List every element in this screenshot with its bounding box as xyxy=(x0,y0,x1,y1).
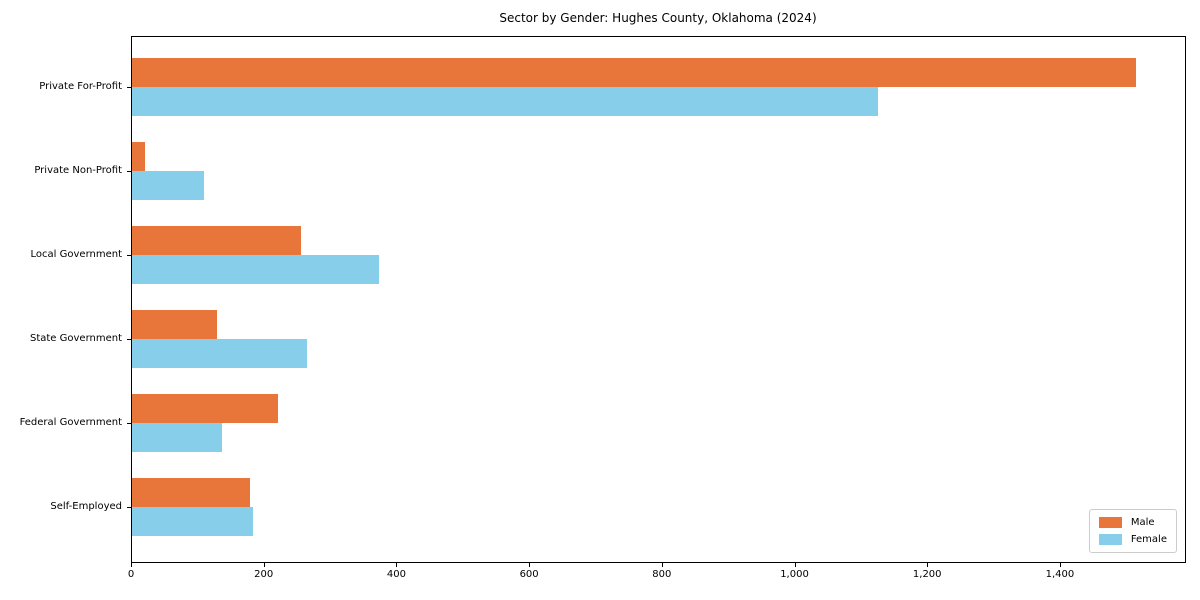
bar-male-private-non-profit xyxy=(132,142,145,171)
xtick-mark-200 xyxy=(263,563,265,567)
ytick-mark-federal-government xyxy=(127,423,131,424)
ytick-mark-local-government xyxy=(127,255,131,256)
bar-male-local-government xyxy=(132,226,302,255)
bar-female-state-government xyxy=(132,339,308,368)
bar-female-private-for-profit xyxy=(132,87,878,116)
xtick-mark-1200 xyxy=(927,563,929,567)
bar-female-self-employed xyxy=(132,507,254,536)
bar-female-federal-government xyxy=(132,423,222,452)
legend-label-female: Female xyxy=(1130,534,1167,545)
xtick-mark-600 xyxy=(529,563,531,567)
legend-label-male: Male xyxy=(1130,517,1155,528)
xtick-label-200: 200 xyxy=(254,569,274,580)
ytick-mark-private-for-profit xyxy=(127,87,131,88)
ytick-label-local-government: Local Government xyxy=(30,249,122,260)
xtick-label-400: 400 xyxy=(386,569,406,580)
legend-swatch-male xyxy=(1098,517,1122,528)
bar-female-local-government xyxy=(132,255,380,284)
xtick-label-1200: 1,200 xyxy=(912,569,942,580)
xtick-label-600: 600 xyxy=(519,569,539,580)
ytick-label-federal-government: Federal Government xyxy=(19,417,122,428)
xtick-label-0: 0 xyxy=(127,569,135,580)
legend-row-female: Female xyxy=(1098,534,1167,545)
ytick-mark-private-non-profit xyxy=(127,171,131,172)
plot-area: Male Female xyxy=(131,36,1186,563)
bar-male-federal-government xyxy=(132,394,278,423)
xtick-label-1000: 1,000 xyxy=(780,569,809,580)
xtick-label-800: 800 xyxy=(652,569,672,580)
legend: Male Female xyxy=(1088,509,1177,553)
legend-swatch-female xyxy=(1098,534,1122,545)
bar-male-private-for-profit xyxy=(132,58,1136,87)
bar-male-self-employed xyxy=(132,478,251,507)
bar-male-state-government xyxy=(132,310,217,339)
xtick-label-1400: 1,400 xyxy=(1045,569,1075,580)
xtick-mark-800 xyxy=(661,563,663,567)
xtick-mark-400 xyxy=(396,563,398,567)
xtick-mark-0 xyxy=(131,563,132,567)
ytick-label-private-for-profit: Private For-Profit xyxy=(39,81,122,92)
ytick-mark-self-employed xyxy=(127,507,131,508)
ytick-mark-state-government xyxy=(127,339,131,340)
ytick-label-self-employed: Self-Employed xyxy=(50,501,122,512)
ytick-label-private-non-profit: Private Non-Profit xyxy=(34,165,122,176)
chart-title: Sector by Gender: Hughes County, Oklahom… xyxy=(499,11,817,25)
xtick-mark-1400 xyxy=(1059,563,1061,567)
ytick-label-state-government: State Government xyxy=(29,333,122,344)
legend-row-male: Male xyxy=(1098,517,1167,528)
bar-female-private-non-profit xyxy=(132,171,204,200)
xtick-mark-1000 xyxy=(794,563,796,567)
